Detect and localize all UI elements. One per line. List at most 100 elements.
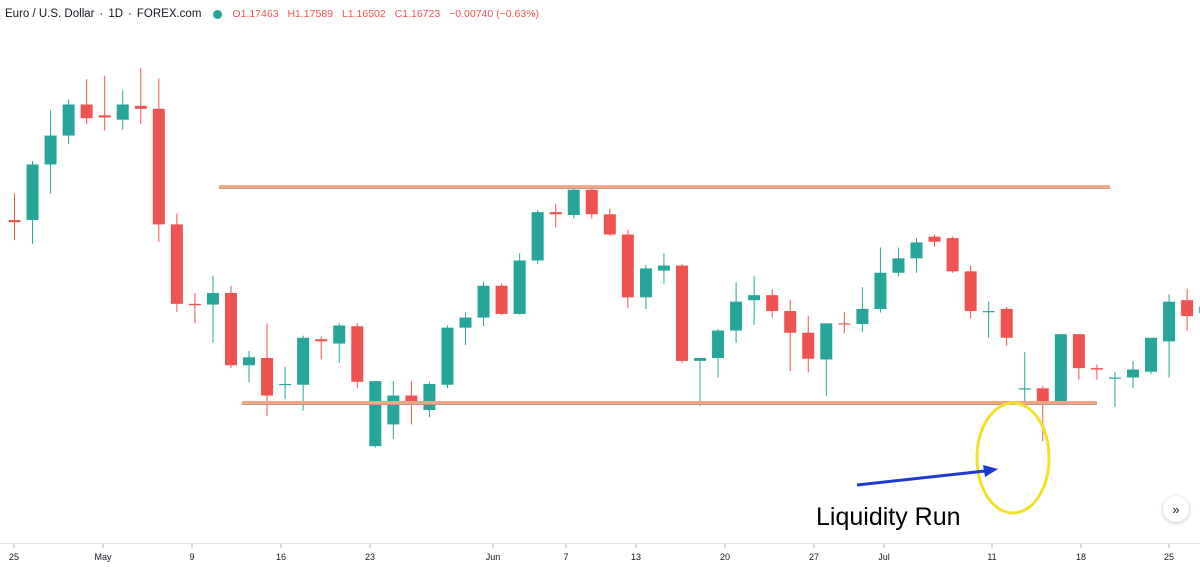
time-axis-label: 11 (987, 552, 996, 562)
candle-body (387, 396, 399, 425)
candle (622, 229, 634, 308)
candles-group (9, 68, 1200, 447)
symbol-name[interactable]: Euro / U.S. Dollar (5, 8, 94, 20)
candle-body (1145, 338, 1157, 372)
candle (279, 367, 291, 400)
interval-label[interactable]: 1D (108, 8, 123, 20)
time-axis-label: Jun (486, 552, 501, 562)
candle-body (802, 333, 814, 359)
candle (730, 282, 742, 343)
candle-body (532, 212, 544, 260)
candle-body (297, 338, 309, 385)
liquidity-run-highlight-circle (977, 403, 1049, 513)
candle (1181, 289, 1193, 331)
candle (189, 293, 201, 323)
candle (983, 302, 995, 338)
candle-body (929, 237, 941, 242)
candle (225, 286, 237, 368)
open-value: O1.17463 (232, 8, 278, 20)
candle (892, 248, 904, 277)
data-source-label[interactable]: FOREX.com (137, 8, 202, 20)
candle-body (261, 358, 273, 396)
candle-body (1127, 370, 1139, 378)
candle-body (983, 311, 995, 312)
ohlc-values: O1.17463 H1.17589 L1.16502 C1.16723 −0.0… (232, 8, 539, 20)
candle-body (423, 384, 435, 410)
candle-body (189, 304, 201, 305)
candle-body (838, 323, 850, 324)
candle (947, 237, 959, 273)
candle (911, 238, 923, 273)
candle-body (1181, 300, 1193, 316)
time-axis-label: 25 (1164, 552, 1174, 562)
candle (965, 266, 977, 319)
legend-separator: · (128, 8, 132, 20)
candle-body (243, 357, 255, 365)
candle-body (550, 212, 562, 214)
close-value: C1.16723 (395, 8, 441, 20)
candle (1163, 294, 1175, 377)
candle-body (1091, 368, 1103, 369)
time-axis-label: May (94, 552, 112, 562)
candle (640, 265, 652, 309)
candle-body (117, 105, 129, 120)
candle-body (604, 214, 616, 234)
candle (496, 284, 508, 315)
candle-body (676, 266, 688, 361)
candle-body (1019, 388, 1031, 389)
candle-body (225, 293, 237, 365)
candle-body (9, 220, 21, 222)
candle-body (712, 331, 724, 358)
candle (1145, 338, 1157, 374)
time-axis-label: 20 (720, 552, 730, 562)
candle-body (369, 381, 381, 446)
scroll-to-realtime-button[interactable]: » (1163, 496, 1189, 522)
candle (874, 248, 886, 313)
candle (369, 381, 381, 447)
candle (532, 210, 544, 264)
annotation-group (857, 403, 1049, 513)
candle (117, 90, 129, 130)
candle-body (730, 302, 742, 331)
liquidity-run-label: Liquidity Run (816, 503, 961, 532)
candle (586, 186, 598, 219)
candle (604, 209, 616, 236)
candle-body (766, 295, 778, 311)
candle-body (694, 358, 706, 361)
candle (441, 326, 453, 389)
candle-body (622, 235, 634, 298)
candle (658, 253, 670, 283)
candle-body (911, 242, 923, 258)
candle-body (135, 106, 147, 109)
candle-body (874, 273, 886, 309)
candle-body (1163, 302, 1175, 342)
candle (423, 382, 435, 417)
candle (351, 323, 363, 388)
candle (1073, 334, 1085, 380)
candle-body (748, 295, 760, 300)
time-axis-label: Jul (878, 552, 890, 562)
candle-body (460, 318, 472, 328)
range-low-level-line[interactable] (242, 403, 1097, 405)
candle-body (1037, 388, 1049, 402)
candle-body (153, 109, 165, 225)
candle (1001, 307, 1013, 346)
legend-separator: · (99, 8, 103, 20)
liquidity-run-arrow-shaft (857, 471, 985, 485)
candle-body (856, 309, 868, 324)
candle (1019, 352, 1031, 403)
candle-body (947, 238, 959, 271)
candle (135, 68, 147, 124)
candle-body (965, 271, 977, 311)
candle (929, 235, 941, 247)
range-high-level-line[interactable] (219, 187, 1110, 189)
candle (243, 351, 255, 383)
candle (387, 381, 399, 439)
time-axis-label: 27 (809, 552, 819, 562)
candle (171, 214, 183, 312)
candle (315, 336, 327, 359)
candle-body (568, 190, 580, 215)
